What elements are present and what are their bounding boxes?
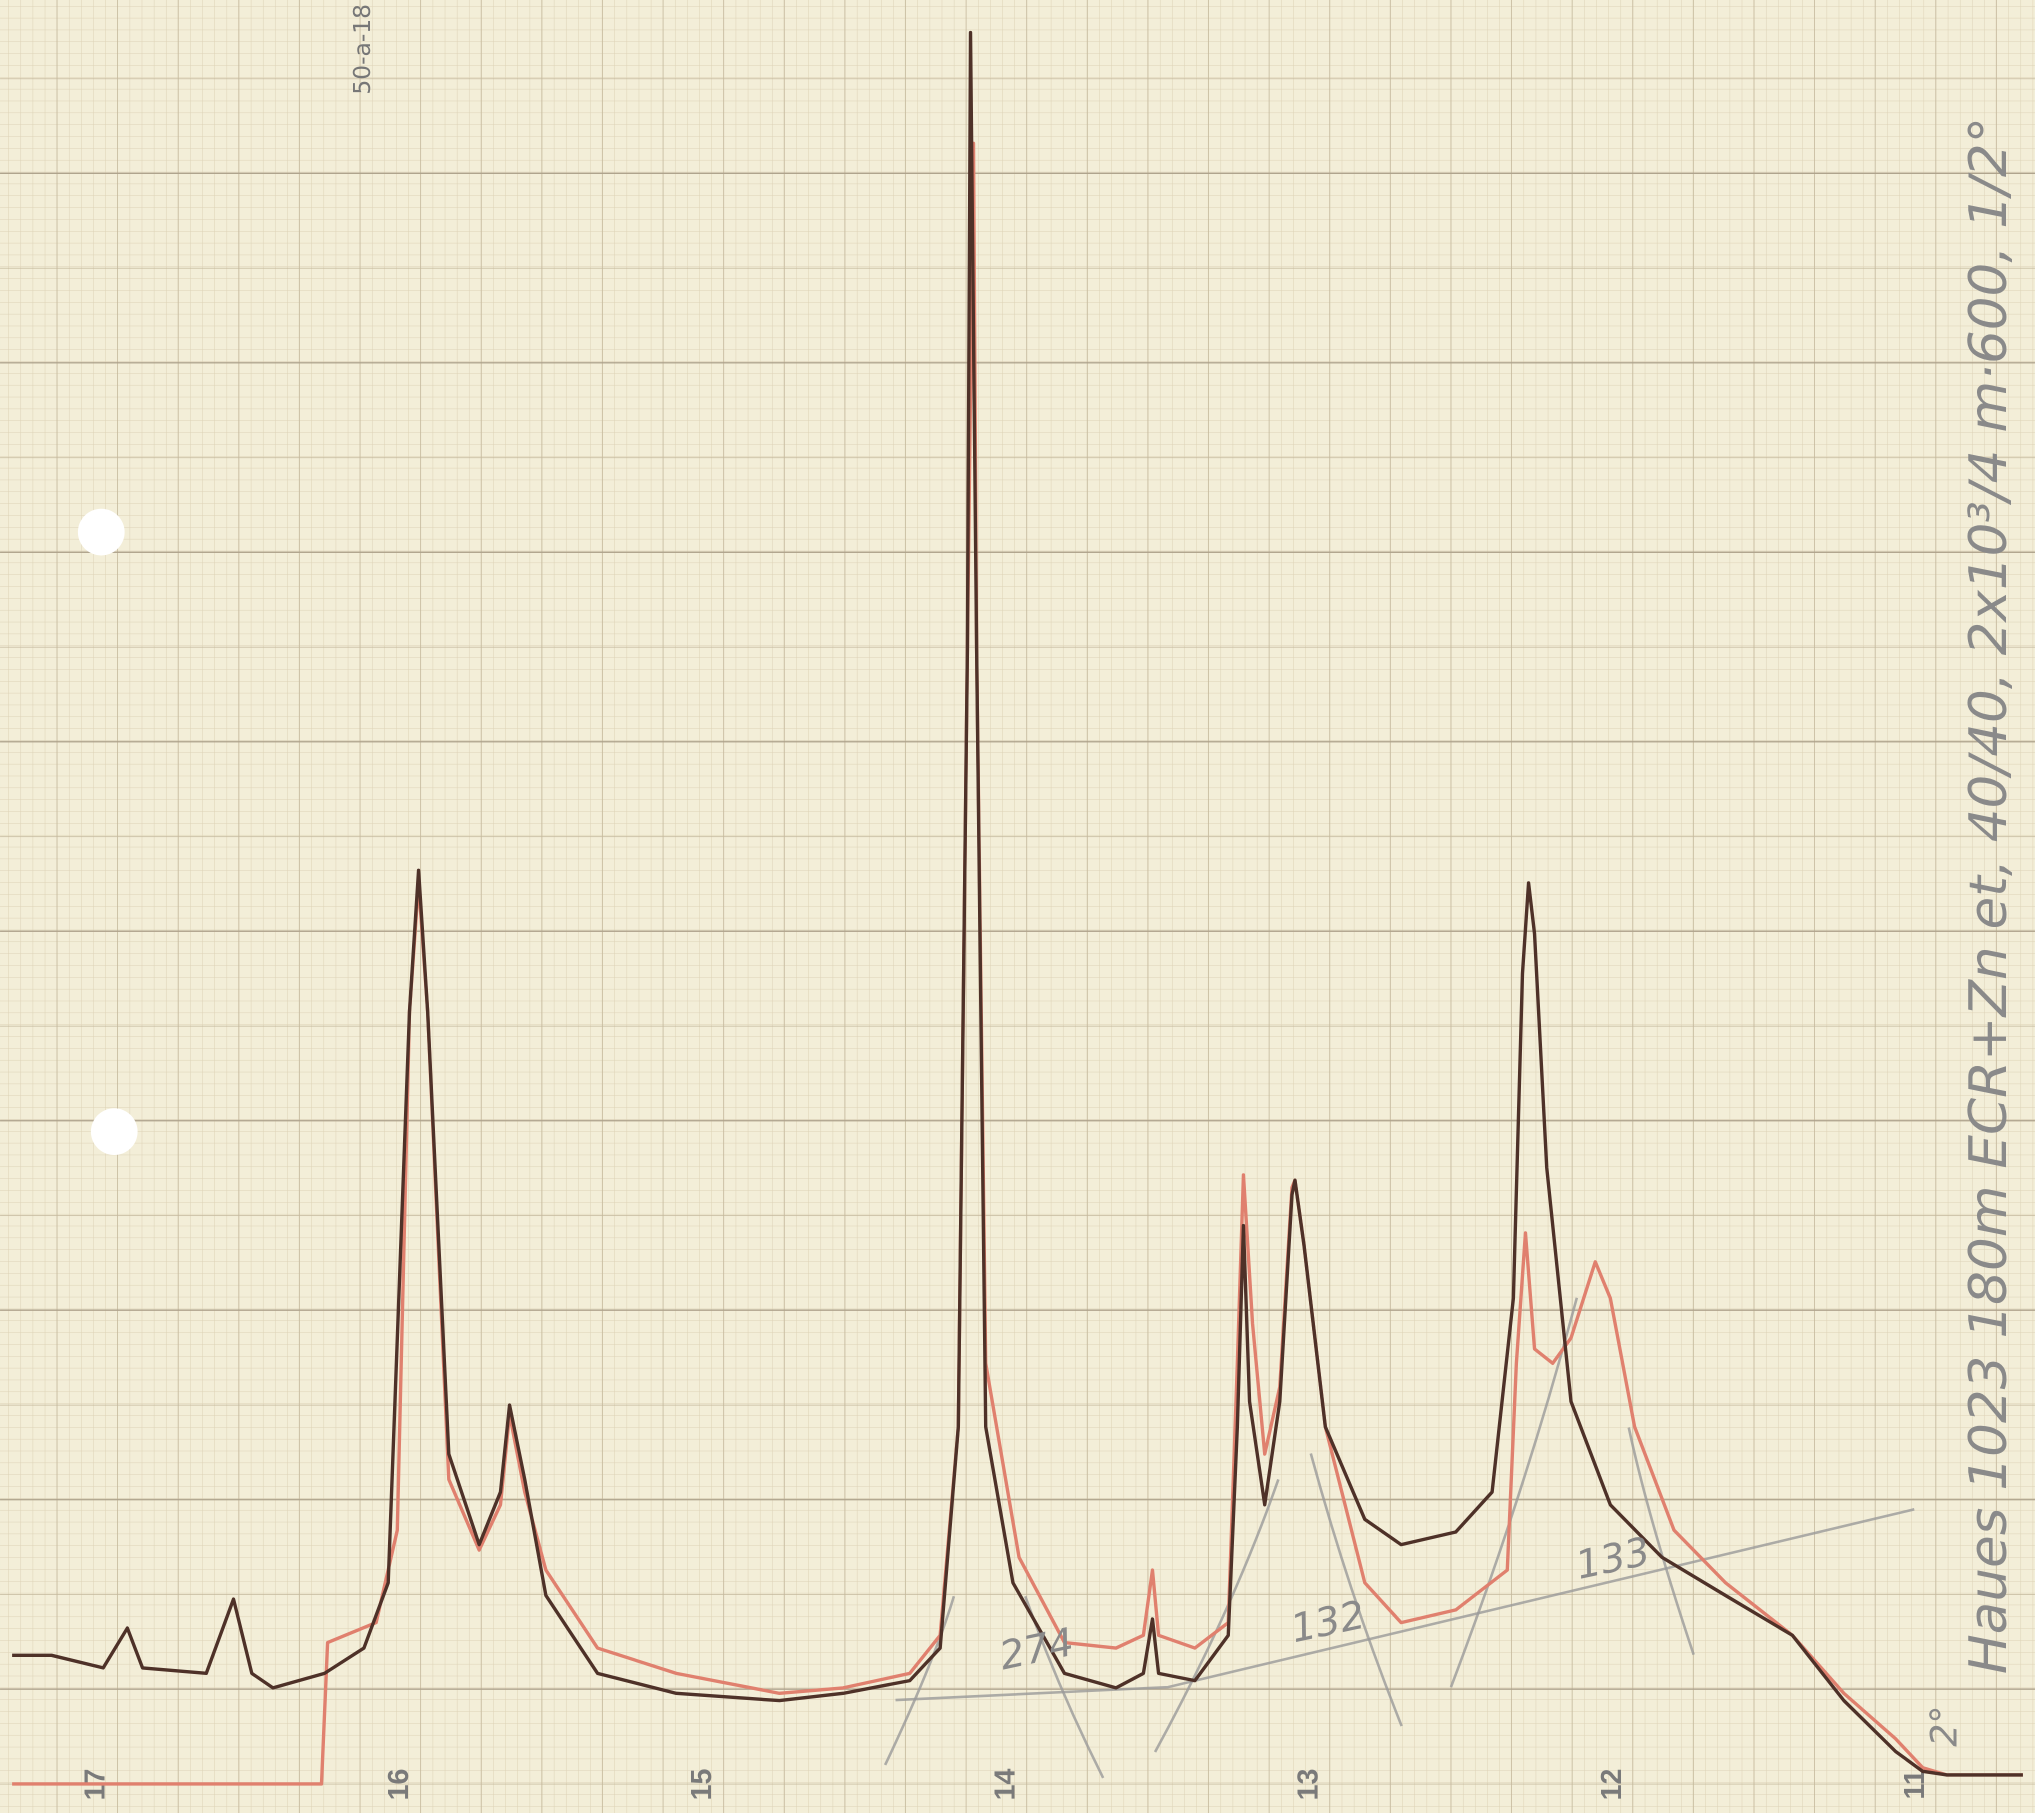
trace bbox=[12, 30, 2023, 1777]
x-tick-label: 15 bbox=[686, 1768, 718, 1800]
pencil-marks bbox=[883, 1297, 1915, 1779]
corner-note: 2° bbox=[1923, 1705, 1966, 1746]
sheet-code: 50-a-18 bbox=[348, 4, 376, 95]
x-tick-label: 11 bbox=[1899, 1769, 1931, 1799]
punch-hole bbox=[77, 508, 125, 556]
x-tick-label: 14 bbox=[989, 1768, 1021, 1800]
margin-note: Haues 1023 180m ECR+Zn et, 40/40, 2x10³/… bbox=[1959, 117, 2019, 1674]
x-tick-label: 12 bbox=[1596, 1769, 1628, 1801]
punch-hole bbox=[90, 1108, 138, 1156]
x-tick-label: 13 bbox=[1293, 1769, 1325, 1801]
x-tick-label: 16 bbox=[383, 1769, 415, 1801]
